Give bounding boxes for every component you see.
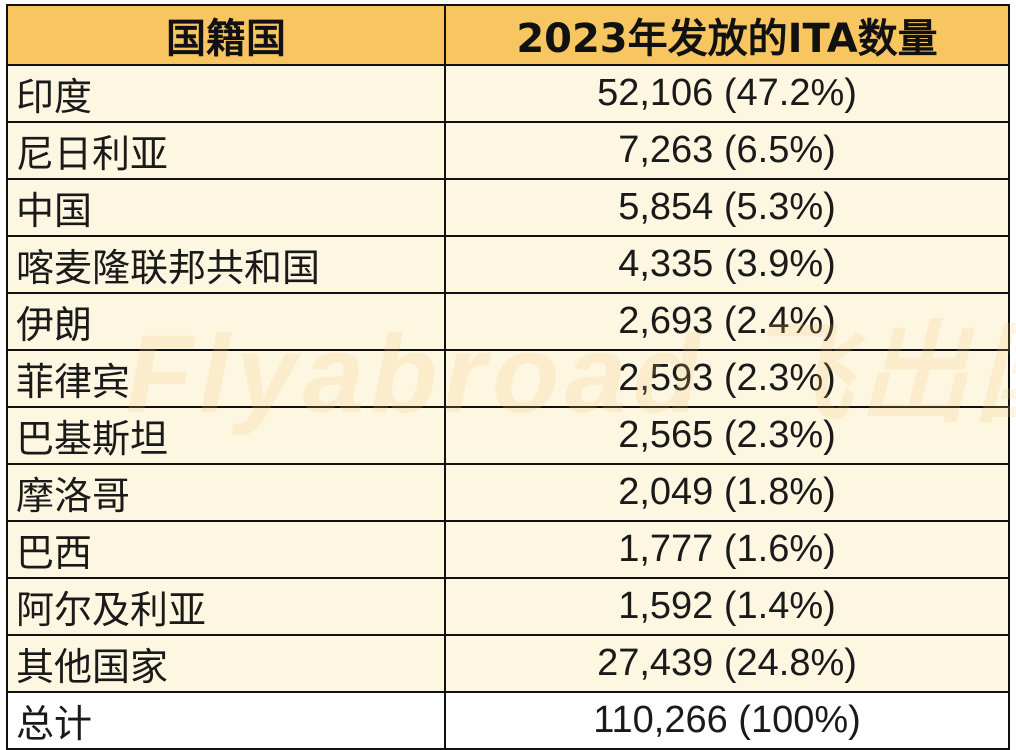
table-row: 其他国家 27,439 (24.8%) — [6, 634, 1010, 693]
ita-count-cell: 2,593 (2.3%) — [444, 349, 1010, 408]
ita-count-cell: 2,049 (1.8%) — [444, 463, 1010, 522]
ita-count-cell: 2,693 (2.4%) — [444, 292, 1010, 351]
ita-count-cell: 1,592 (1.4%) — [444, 577, 1010, 636]
ita-count-cell: 5,854 (5.3%) — [444, 178, 1010, 237]
country-cell: 总计 — [6, 691, 446, 750]
table-row: 喀麦隆联邦共和国 4,335 (3.9%) — [6, 235, 1010, 294]
country-cell: 喀麦隆联邦共和国 — [6, 235, 446, 294]
country-cell: 中国 — [6, 178, 446, 237]
table-row: 巴基斯坦 2,565 (2.3%) — [6, 406, 1010, 465]
country-cell: 巴基斯坦 — [6, 406, 446, 465]
table-row: 尼日利亚 7,263 (6.5%) — [6, 121, 1010, 180]
table-row: 摩洛哥 2,049 (1.8%) — [6, 463, 1010, 522]
header-country: 国籍国 — [6, 4, 446, 66]
country-cell: 菲律宾 — [6, 349, 446, 408]
table-row: 巴西 1,777 (1.6%) — [6, 520, 1010, 579]
ita-count-cell: 110,266 (100%) — [444, 691, 1010, 750]
ita-count-cell: 1,777 (1.6%) — [444, 520, 1010, 579]
header-ita-count: 2023年发放的ITA数量 — [444, 4, 1010, 66]
country-cell: 阿尔及利亚 — [6, 577, 446, 636]
table-row: 中国 5,854 (5.3%) — [6, 178, 1010, 237]
table-row: 印度 52,106 (47.2%) — [6, 64, 1010, 123]
table-row: 菲律宾 2,593 (2.3%) — [6, 349, 1010, 408]
ita-by-country-table: 国籍国 2023年发放的ITA数量 印度 52,106 (47.2%) 尼日利亚 7… — [6, 4, 1010, 750]
table-row: 阿尔及利亚 1,592 (1.4%) — [6, 577, 1010, 636]
table-header-row: 国籍国 2023年发放的ITA数量 — [6, 4, 1010, 66]
country-cell: 其他国家 — [6, 634, 446, 693]
country-cell: 摩洛哥 — [6, 463, 446, 522]
table-row: 伊朗 2,693 (2.4%) — [6, 292, 1010, 351]
ita-count-cell: 2,565 (2.3%) — [444, 406, 1010, 465]
ita-count-cell: 4,335 (3.9%) — [444, 235, 1010, 294]
table-row: 总计 110,266 (100%) — [6, 691, 1010, 750]
ita-count-cell: 27,439 (24.8%) — [444, 634, 1010, 693]
country-cell: 尼日利亚 — [6, 121, 446, 180]
table-body: 印度 52,106 (47.2%) 尼日利亚 7,263 (6.5%) 中国 5,854… — [6, 64, 1010, 750]
ita-table-container: 国籍国 2023年发放的ITA数量 印度 52,106 (47.2%) 尼日利亚 7… — [6, 4, 1016, 750]
ita-count-cell: 52,106 (47.2%) — [444, 64, 1010, 123]
ita-count-cell: 7,263 (6.5%) — [444, 121, 1010, 180]
country-cell: 印度 — [6, 64, 446, 123]
country-cell: 伊朗 — [6, 292, 446, 351]
country-cell: 巴西 — [6, 520, 446, 579]
